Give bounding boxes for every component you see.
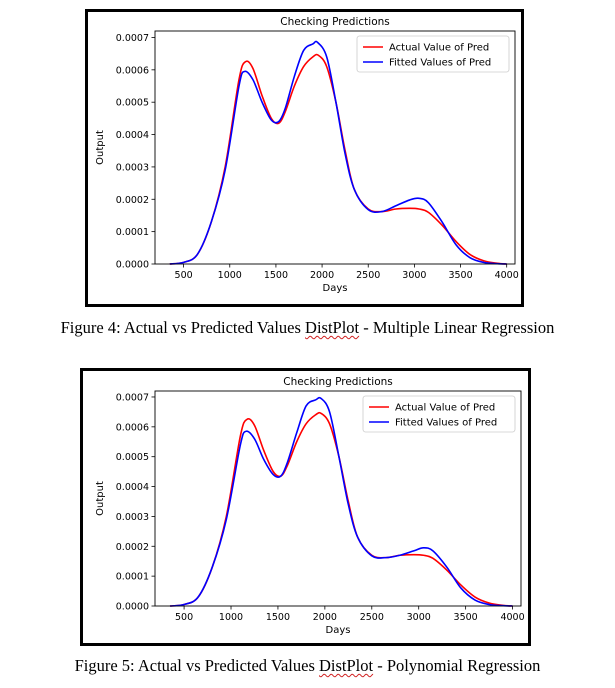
y-tick-label: 0.0004 <box>116 482 149 493</box>
x-tick-label: 1000 <box>219 612 243 623</box>
x-tick-label: 2000 <box>310 270 334 281</box>
legend-label: Fitted Values of Pred <box>389 58 491 69</box>
plot-frame <box>154 390 522 607</box>
y-tick-label: 0.0007 <box>116 392 149 403</box>
figure-4-caption-before: Figure 4: Actual vs Predicted Values <box>60 318 306 337</box>
series-line-fitted <box>169 396 513 607</box>
x-tick-label: 2000 <box>313 612 337 623</box>
figure-5-caption-after: - Polynomial Regression <box>373 656 541 675</box>
legend-box <box>362 395 516 433</box>
legend-label: Fitted Values of Pred <box>395 418 497 429</box>
x-axis-label: Days <box>323 283 348 294</box>
y-tick-label: 0.0003 <box>116 512 149 523</box>
y-tick-label: 0.0003 <box>116 162 149 173</box>
y-tick-label: 0.0000 <box>116 602 149 613</box>
figure-4-caption-term: DistPlot <box>305 318 360 337</box>
x-tick-label: 3000 <box>402 270 426 281</box>
series-line-actual <box>169 411 513 607</box>
figure-5-caption: Figure 5: Actual vs Predicted Values Dis… <box>0 656 615 676</box>
x-tick-label: 1000 <box>218 270 242 281</box>
figure-5-caption-before: Figure 5: Actual vs Predicted Values <box>74 656 319 675</box>
x-tick-label: 3500 <box>448 270 472 281</box>
x-tick-label: 4000 <box>500 612 524 623</box>
series-line-actual <box>169 53 507 265</box>
legend-label: Actual Value of Pred <box>389 43 489 54</box>
x-tick-label: 4000 <box>495 270 519 281</box>
y-tick-label: 0.0004 <box>116 130 149 141</box>
x-tick-label: 500 <box>175 270 193 281</box>
y-tick-label: 0.0005 <box>116 98 149 109</box>
plot-frame <box>154 30 516 265</box>
x-tick-label: 2500 <box>356 270 380 281</box>
y-tick-label: 0.0007 <box>116 33 149 44</box>
x-tick-label: 3000 <box>407 612 431 623</box>
legend-label: Actual Value of Pred <box>395 403 495 414</box>
x-tick-label: 1500 <box>266 612 290 623</box>
y-tick-label: 0.0002 <box>116 542 149 553</box>
series-line-fitted <box>169 40 507 265</box>
y-tick-label: 0.0000 <box>116 260 149 271</box>
legend-box <box>356 35 510 73</box>
figure-4-caption: Figure 4: Actual vs Predicted Values Dis… <box>0 318 615 338</box>
x-tick-label: 2500 <box>360 612 384 623</box>
y-tick-label: 0.0006 <box>116 65 149 76</box>
chart-title: Checking Predictions <box>283 376 393 388</box>
y-tick-label: 0.0001 <box>116 227 149 238</box>
figure-5-caption-term: DistPlot <box>319 656 374 675</box>
y-tick-label: 0.0006 <box>116 422 149 433</box>
y-tick-label: 0.0005 <box>116 452 149 463</box>
y-axis-label: Output <box>95 481 106 516</box>
x-tick-label: 500 <box>175 612 193 623</box>
chart-title: Checking Predictions <box>280 16 390 28</box>
x-axis-label: Days <box>326 625 351 636</box>
y-axis-label: Output <box>95 130 106 165</box>
x-tick-label: 3500 <box>454 612 478 623</box>
legend: Actual Value of Pred Fitted Values of Pre… <box>362 395 516 433</box>
y-tick-label: 0.0002 <box>116 195 149 206</box>
x-tick-label: 1500 <box>264 270 288 281</box>
legend: Actual Value of Pred Fitted Values of Pre… <box>356 35 510 73</box>
y-tick-label: 0.0001 <box>116 572 149 583</box>
figure-4-caption-after: - Multiple Linear Regression <box>359 318 555 337</box>
